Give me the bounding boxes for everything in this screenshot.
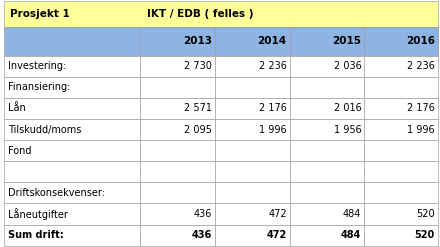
Bar xyxy=(215,204,290,225)
Bar xyxy=(140,77,215,98)
Text: 2 176: 2 176 xyxy=(407,103,435,113)
Bar xyxy=(140,119,215,140)
Bar xyxy=(364,182,438,204)
Bar xyxy=(215,161,290,182)
Bar xyxy=(215,77,290,98)
Bar xyxy=(364,119,438,140)
Bar xyxy=(290,140,364,161)
Text: 484: 484 xyxy=(343,209,361,219)
Text: IKT / EDB ( felles ): IKT / EDB ( felles ) xyxy=(147,9,253,19)
Bar xyxy=(364,204,438,225)
Bar xyxy=(140,225,215,246)
Bar xyxy=(4,98,140,119)
Bar xyxy=(4,27,438,56)
Bar xyxy=(364,77,438,98)
Text: 2 236: 2 236 xyxy=(407,61,435,71)
Text: Sum drift:: Sum drift: xyxy=(7,230,63,240)
Bar xyxy=(4,140,140,161)
Bar xyxy=(215,98,290,119)
Bar xyxy=(4,1,438,27)
Bar xyxy=(140,204,215,225)
Bar xyxy=(4,56,140,77)
Text: 2 095: 2 095 xyxy=(184,124,212,135)
Text: Fond: Fond xyxy=(7,146,31,156)
Bar xyxy=(215,140,290,161)
Bar xyxy=(364,161,438,182)
Text: Driftskonsekvenser:: Driftskonsekvenser: xyxy=(7,188,105,198)
Text: 2 571: 2 571 xyxy=(184,103,212,113)
Bar xyxy=(290,77,364,98)
Text: 472: 472 xyxy=(267,230,287,240)
Bar xyxy=(140,140,215,161)
Bar xyxy=(215,27,290,56)
Bar xyxy=(290,182,364,204)
Text: 1 996: 1 996 xyxy=(259,124,287,135)
Text: 484: 484 xyxy=(341,230,361,240)
Bar xyxy=(140,98,215,119)
Bar xyxy=(290,56,364,77)
Text: 2013: 2013 xyxy=(183,37,212,46)
Bar xyxy=(4,77,140,98)
Text: Investering:: Investering: xyxy=(7,61,66,71)
Bar xyxy=(4,161,140,182)
Bar xyxy=(215,182,290,204)
Bar xyxy=(290,225,364,246)
Bar xyxy=(215,225,290,246)
Text: 436: 436 xyxy=(192,230,212,240)
Text: 2016: 2016 xyxy=(406,37,435,46)
Bar xyxy=(364,140,438,161)
Text: 2 016: 2 016 xyxy=(334,103,361,113)
Text: 2 176: 2 176 xyxy=(259,103,287,113)
Bar xyxy=(290,119,364,140)
Bar xyxy=(4,204,140,225)
Bar xyxy=(290,98,364,119)
Bar xyxy=(290,161,364,182)
Text: Finansiering:: Finansiering: xyxy=(7,82,70,92)
Text: 2015: 2015 xyxy=(332,37,361,46)
Bar xyxy=(4,182,140,204)
Bar xyxy=(364,225,438,246)
Text: 520: 520 xyxy=(416,209,435,219)
Text: 1 956: 1 956 xyxy=(334,124,361,135)
Bar xyxy=(364,98,438,119)
Text: 2 236: 2 236 xyxy=(259,61,287,71)
Text: Låneutgifter: Låneutgifter xyxy=(7,208,67,220)
Bar xyxy=(290,204,364,225)
Text: Prosjekt 1: Prosjekt 1 xyxy=(10,9,70,19)
Bar xyxy=(140,182,215,204)
Bar xyxy=(215,119,290,140)
Text: 1 996: 1 996 xyxy=(407,124,435,135)
Text: Tilskudd/moms: Tilskudd/moms xyxy=(7,124,81,135)
Text: 472: 472 xyxy=(268,209,287,219)
Text: 2014: 2014 xyxy=(257,37,287,46)
Bar xyxy=(364,27,438,56)
Bar xyxy=(140,56,215,77)
Bar xyxy=(4,225,140,246)
Text: 436: 436 xyxy=(194,209,212,219)
Bar xyxy=(215,56,290,77)
Text: 2 730: 2 730 xyxy=(184,61,212,71)
Text: Lån: Lån xyxy=(7,103,26,113)
Bar xyxy=(4,119,140,140)
Bar xyxy=(364,56,438,77)
Bar xyxy=(140,161,215,182)
Bar xyxy=(290,27,364,56)
Text: 2 036: 2 036 xyxy=(334,61,361,71)
Text: 520: 520 xyxy=(414,230,435,240)
Bar xyxy=(140,27,215,56)
